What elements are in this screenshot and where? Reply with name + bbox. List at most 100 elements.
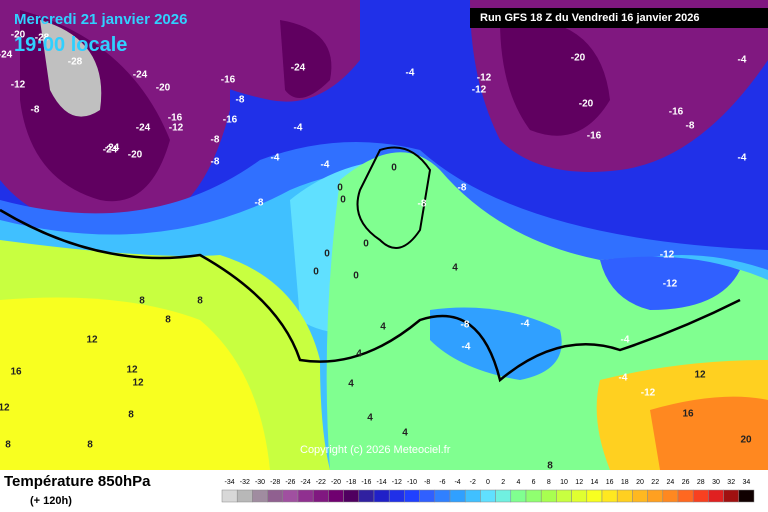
contour-label: 8 <box>547 461 553 472</box>
contour-label: 16 <box>10 367 22 378</box>
scale-swatch <box>297 489 314 503</box>
contour-label: 12 <box>126 365 138 376</box>
contour-label: 12 <box>86 335 98 346</box>
contour-label: -20 <box>128 150 143 161</box>
contour-label: -8 <box>458 183 467 194</box>
scale-label: 2 <box>501 479 505 486</box>
color-scale: -34 -32 -30 -28 -26 -24 -22 -20 -18 -16 -14 -12 -10-… <box>221 479 755 503</box>
contour-label: -4 <box>294 123 303 134</box>
scale-label: -14 <box>377 479 387 486</box>
date: Mercredi 21 janvier 2026 <box>14 11 187 28</box>
footer-subtitle: (+ 120h) <box>30 495 72 507</box>
contour-label: -24 <box>136 123 151 134</box>
scale-swatch <box>692 489 709 503</box>
scale-label: -8 <box>424 479 430 486</box>
contour-label: -24 <box>133 70 148 81</box>
contour-label: -20 <box>11 30 26 41</box>
contour-label: -12 <box>477 73 492 84</box>
contour-label: -20 <box>579 99 594 110</box>
scale-swatch <box>328 489 344 503</box>
scale-swatch <box>282 489 299 503</box>
scale-label: 20 <box>636 479 644 486</box>
scale-swatch <box>510 489 527 503</box>
contour-label: 0 <box>391 163 397 174</box>
scale-label: -6 <box>439 479 445 486</box>
scale-label: -2 <box>470 479 476 486</box>
contour-label: 4 <box>380 322 386 333</box>
contour-label: -4 <box>621 335 630 346</box>
scale-swatch <box>738 489 755 503</box>
scale-swatch <box>586 489 603 503</box>
scale-swatch <box>723 489 740 503</box>
scale-swatch <box>677 489 694 503</box>
contour-label: 4 <box>402 428 408 439</box>
contour-label: -4 <box>738 153 747 164</box>
scale-label: 6 <box>532 479 536 486</box>
contour-label: -12 <box>169 123 184 134</box>
contour-label: -16 <box>221 75 236 86</box>
contour-label: 0 <box>353 271 359 282</box>
scale-label: -34 <box>225 479 235 486</box>
run-info: Run GFS 18 Z du Vendredi 16 janvier 2026 <box>480 12 699 24</box>
scale-label: -24 <box>301 479 311 486</box>
contour-label: 0 <box>337 183 343 194</box>
contour-label: -16 <box>223 115 238 126</box>
copyright: Copyright (c) 2026 Meteociel.fr <box>300 444 451 456</box>
scale-label: 26 <box>682 479 690 486</box>
contour-label: -4 <box>619 373 628 384</box>
scale-label: 30 <box>712 479 720 486</box>
contour-label: 8 <box>87 440 93 451</box>
scale-swatch <box>404 489 420 503</box>
contour-label: 8 <box>197 296 203 307</box>
contour-label: -8 <box>211 157 220 168</box>
contour-label: -24 <box>103 145 118 156</box>
scale-label: -4 <box>454 479 460 486</box>
contour-label: 4 <box>367 413 373 424</box>
scale-label: 32 <box>727 479 735 486</box>
contour-label: 20 <box>740 435 752 446</box>
contour-label: 4 <box>452 263 458 274</box>
map <box>0 0 768 470</box>
scale-swatch <box>464 489 481 503</box>
scale-label: 28 <box>697 479 705 486</box>
scale-label: -30 <box>255 479 265 486</box>
contour-labels: -28-24-20-16-12-8-20-24-16-24-12-8-16-24… <box>0 30 752 472</box>
scale-label: 34 <box>743 479 751 486</box>
scale-swatch <box>647 489 664 503</box>
contour-label: 16 <box>682 409 694 420</box>
contour-label: -20 <box>156 83 171 94</box>
scale-label: 12 <box>575 479 583 486</box>
contour-label: 4 <box>348 379 354 390</box>
scale-swatch <box>662 489 679 503</box>
scale-swatch <box>252 489 268 503</box>
footer-title: Température 850hPa <box>4 473 151 490</box>
scale-swatch <box>540 489 557 503</box>
scale-swatch <box>343 489 360 503</box>
scale-swatch <box>449 489 466 503</box>
contour-label: -12 <box>663 279 678 290</box>
scale-label: 8 <box>547 479 551 486</box>
scale-swatch <box>312 489 329 503</box>
scale-swatch <box>616 489 633 503</box>
scale-label: 22 <box>651 479 659 486</box>
scale-label: -26 <box>285 479 295 486</box>
scale-label: -10 <box>407 479 417 486</box>
contour-label: -16 <box>587 131 602 142</box>
scale-swatch <box>434 489 451 503</box>
scale-swatch <box>632 489 648 503</box>
contour-label: -8 <box>461 320 470 331</box>
contour-label: -8 <box>211 135 220 146</box>
scale-swatch <box>373 489 390 503</box>
time: 19:00 locale <box>14 34 127 56</box>
scale-label: -28 <box>270 479 280 486</box>
contour-label: 12 <box>694 370 706 381</box>
contour-label: 12 <box>132 378 144 389</box>
contour-label: -4 <box>406 68 415 79</box>
contour-label: 4 <box>356 349 362 360</box>
contour-label: 0 <box>313 267 319 278</box>
contour-label: -24 <box>0 50 13 61</box>
contour-label: -24 <box>291 63 306 74</box>
contour-label: -8 <box>418 199 427 210</box>
contour-label: 8 <box>165 315 171 326</box>
